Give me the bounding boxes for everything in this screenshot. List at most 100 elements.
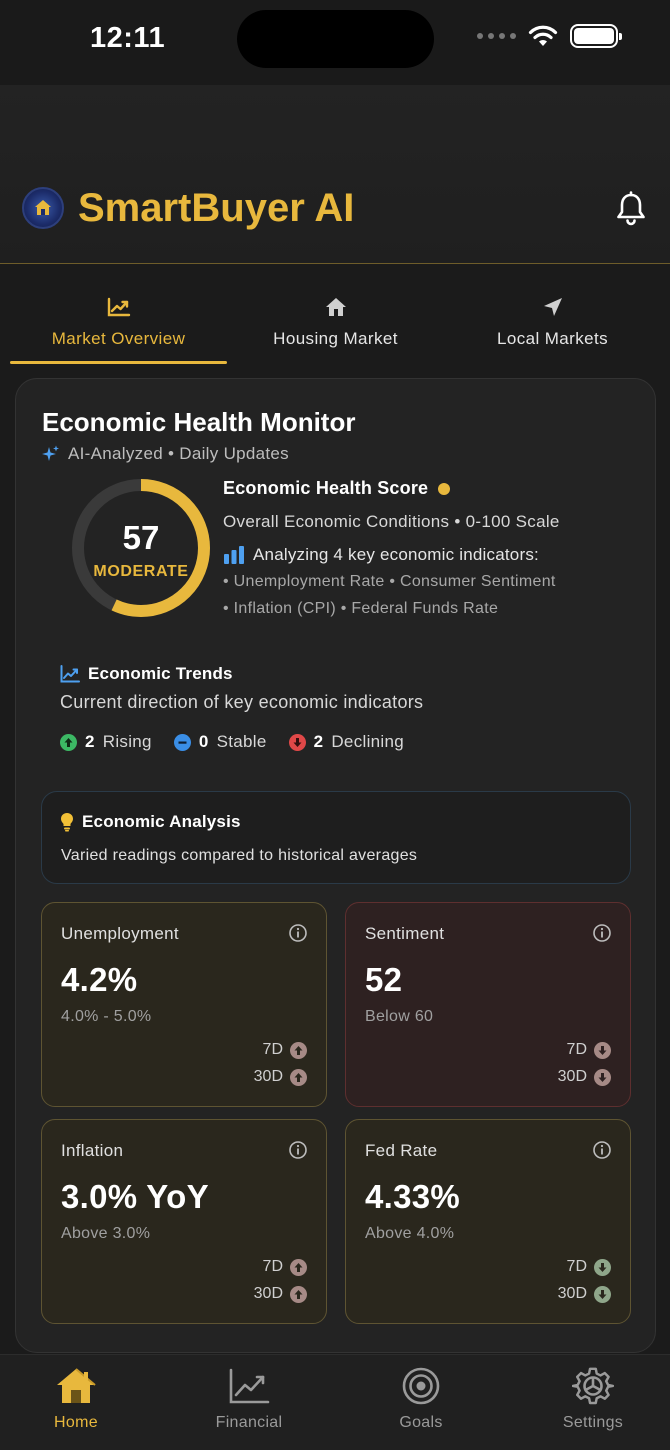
trend-30d: 30D xyxy=(254,1285,307,1303)
trend-7d-label: 7D xyxy=(566,1258,587,1275)
nav-goals[interactable]: Goals xyxy=(361,1365,481,1432)
nav-settings[interactable]: Settings xyxy=(533,1365,653,1432)
indicators-line-1: • Unemployment Rate • Consumer Sentiment xyxy=(223,573,556,590)
health-score-gauge xyxy=(72,479,210,617)
trend-7d-label: 7D xyxy=(262,1258,283,1275)
status-dot xyxy=(438,482,451,495)
metric-value: 4.33% xyxy=(365,1178,461,1215)
location-arrow-icon xyxy=(542,294,564,320)
metric-name: Unemployment xyxy=(61,924,179,943)
chart-icon xyxy=(228,1365,270,1407)
chart-line-icon xyxy=(107,294,131,320)
minus-circle-icon xyxy=(173,733,191,751)
trend-30d-label: 30D xyxy=(557,1068,587,1085)
arrow-up-circle-icon xyxy=(60,733,77,751)
stable-count: 0 Stable xyxy=(173,732,267,752)
metric-value: 4.2% xyxy=(61,961,138,998)
trend-7d: 7D xyxy=(263,1258,307,1276)
analyzing-line: Analyzing 4 key economic indicators: xyxy=(223,545,539,565)
app-logo xyxy=(22,187,64,229)
trend-30d-label: 30D xyxy=(253,1068,283,1085)
declining-label: Declining xyxy=(331,732,404,751)
analyzing-text: Analyzing 4 key economic indicators: xyxy=(253,545,539,564)
lightbulb-icon xyxy=(61,813,73,832)
tab-housing-market[interactable]: Housing Market xyxy=(227,290,444,364)
declining-count: 2 Declining xyxy=(288,732,404,752)
analysis-title: Economic Analysis xyxy=(60,812,241,832)
status-bar: 12:11 xyxy=(0,0,670,85)
analysis-title-text: Economic Analysis xyxy=(82,812,241,831)
trend-7d-label: 7D xyxy=(262,1041,283,1058)
metric-card-fed-rate[interactable]: Fed Rate 4.33% Above 4.0% 7D 30D xyxy=(345,1119,631,1324)
wifi-icon xyxy=(528,25,558,46)
trends-title: Economic Trends xyxy=(60,664,233,684)
info-icon[interactable] xyxy=(593,924,611,947)
trend-7d-label: 7D xyxy=(566,1041,587,1058)
status-time: 12:11 xyxy=(90,22,166,54)
house-logo-icon xyxy=(35,200,51,215)
bell-icon xyxy=(617,191,645,226)
tab-label: Local Markets xyxy=(496,329,609,348)
bar-chart-icon xyxy=(224,546,244,564)
trend-7d: 7D xyxy=(263,1041,307,1059)
trend-30d: 30D xyxy=(558,1285,611,1303)
indicators-line-2: • Inflation (CPI) • Federal Funds Rate xyxy=(223,600,499,617)
trend-30d: 30D xyxy=(558,1068,611,1086)
notification-button[interactable] xyxy=(614,191,648,232)
tab-market-overview[interactable]: Market Overview xyxy=(10,290,227,364)
info-icon[interactable] xyxy=(593,1141,611,1164)
battery-icon xyxy=(570,24,622,48)
signal-dots-icon xyxy=(477,33,516,39)
metric-range: Above 4.0% xyxy=(365,1225,455,1242)
stable-label: Stable xyxy=(216,732,267,751)
info-icon[interactable] xyxy=(289,1141,307,1164)
sparkle-icon xyxy=(42,445,59,461)
trends-title-text: Economic Trends xyxy=(88,664,233,683)
trend-7d: 7D xyxy=(567,1041,611,1059)
tab-label: Market Overview xyxy=(51,329,186,348)
health-score-value: 57 xyxy=(122,519,160,556)
nav-home[interactable]: Home xyxy=(16,1365,136,1432)
arrow-down-circle-icon xyxy=(288,733,306,751)
rising-count: 2 Rising xyxy=(60,732,152,752)
metric-name: Inflation xyxy=(61,1141,124,1160)
app-header xyxy=(0,85,670,264)
gear-icon xyxy=(572,1365,614,1407)
metric-card-sentiment[interactable]: Sentiment 52 Below 60 7D 30D xyxy=(345,902,631,1107)
nav-financial[interactable]: Financial xyxy=(189,1365,309,1432)
arrow-down-icon xyxy=(594,1041,611,1059)
status-icons xyxy=(477,24,622,48)
trend-chart-icon xyxy=(60,665,80,683)
arrow-down-icon xyxy=(594,1285,611,1303)
dynamic-island xyxy=(237,10,434,68)
nav-label: Financial xyxy=(215,1414,283,1431)
bottom-navigation: Home Financial Goals xyxy=(0,1354,670,1450)
target-icon xyxy=(401,1365,441,1407)
info-icon[interactable] xyxy=(289,924,307,947)
declining-number: 2 xyxy=(313,732,324,751)
analysis-text: Varied readings compared to historical a… xyxy=(61,847,418,864)
metric-range: 4.0% - 5.0% xyxy=(61,1008,152,1025)
trends-subtitle: Current direction of key economic indica… xyxy=(60,692,424,712)
arrow-up-icon xyxy=(290,1285,307,1303)
home-icon xyxy=(54,1365,98,1407)
app-title: SmartBuyer AI xyxy=(78,186,355,230)
score-title-text: Economic Health Score xyxy=(223,478,429,498)
arrow-up-icon xyxy=(290,1258,307,1276)
arrow-up-icon xyxy=(290,1041,307,1059)
rising-number: 2 xyxy=(85,732,95,751)
rising-label: Rising xyxy=(102,732,152,751)
house-icon xyxy=(324,294,348,320)
metric-value: 52 xyxy=(365,961,403,998)
tab-label: Housing Market xyxy=(273,329,398,348)
score-subtitle: Overall Economic Conditions • 0-100 Scal… xyxy=(223,512,560,531)
metric-card-unemployment[interactable]: Unemployment 4.2% 4.0% - 5.0% 7D 30D xyxy=(41,902,327,1107)
trend-7d: 7D xyxy=(567,1258,611,1276)
metric-range: Above 3.0% xyxy=(61,1225,151,1242)
metric-card-inflation[interactable]: Inflation 3.0% YoY Above 3.0% 7D 30D xyxy=(41,1119,327,1324)
tab-local-markets[interactable]: Local Markets xyxy=(444,290,661,364)
arrow-down-icon xyxy=(594,1068,611,1086)
trend-counts: 2 Rising 0 Stable 2 Declining xyxy=(60,732,426,752)
metric-name: Sentiment xyxy=(365,924,445,943)
trend-30d-label: 30D xyxy=(253,1285,283,1302)
